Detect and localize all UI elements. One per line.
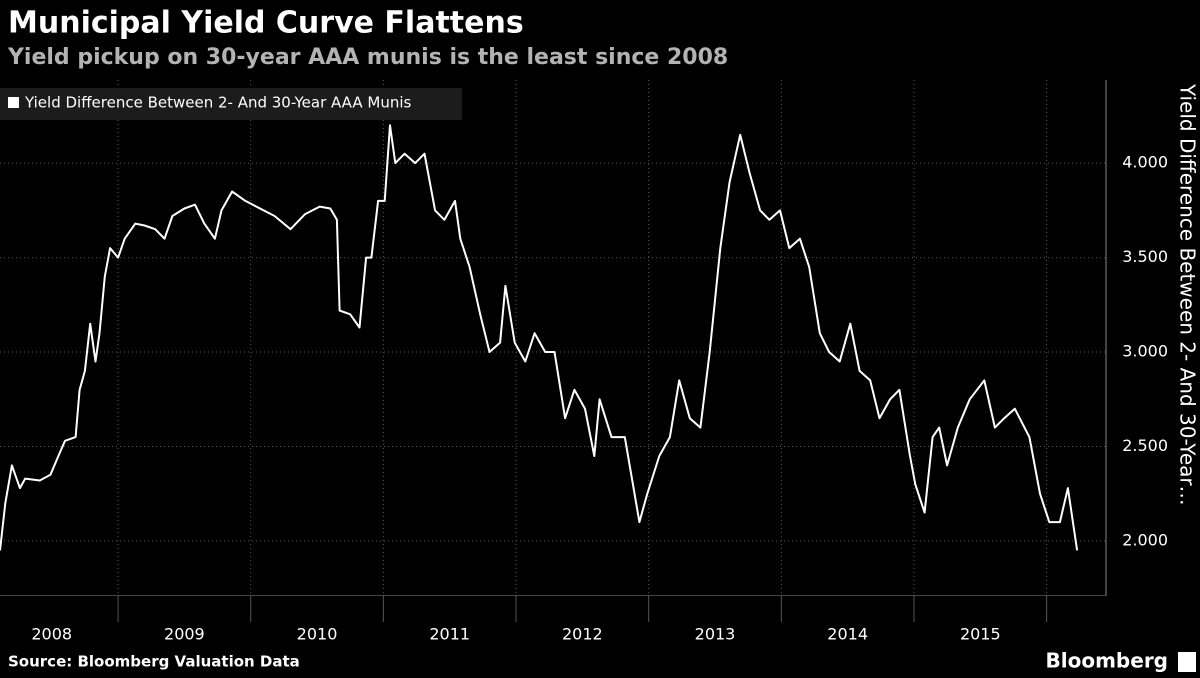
x-tick-label: 2009 [164,625,205,644]
x-tick-label: 2013 [695,625,736,644]
x-tick-label: 2008 [31,625,72,644]
y-tick-label: 4.000 [1122,153,1168,172]
x-tick-label: 2014 [827,625,868,644]
y-tick-label: 3.000 [1122,342,1168,361]
legend-label: Yield Difference Between 2- And 30-Year … [24,94,412,112]
legend-box [0,88,462,120]
x-tick-label: 2012 [562,625,603,644]
line-series [0,124,1079,551]
x-axis-line [0,595,1107,596]
y-tick-label: 2.500 [1122,436,1168,455]
y-axis-line [1105,80,1107,595]
y-tick-label: 2.000 [1122,530,1168,549]
chart-subtitle: Yield pickup on 30-year AAA munis is the… [7,45,728,70]
chart-title: Municipal Yield Curve Flattens [8,6,524,41]
y-axis-label: Yield Difference Between 2- And 30-Year… [1176,83,1200,506]
brand-icon [1178,652,1196,672]
x-tick-label: 2010 [297,625,338,644]
brand: Bloomberg [1046,649,1168,673]
x-tick-label: 2011 [429,625,470,644]
y-tick-label: 3.500 [1122,247,1168,266]
legend-swatch [8,97,19,108]
source: Source: Bloomberg Valuation Data [8,653,300,671]
x-tick-label: 2015 [960,625,1001,644]
